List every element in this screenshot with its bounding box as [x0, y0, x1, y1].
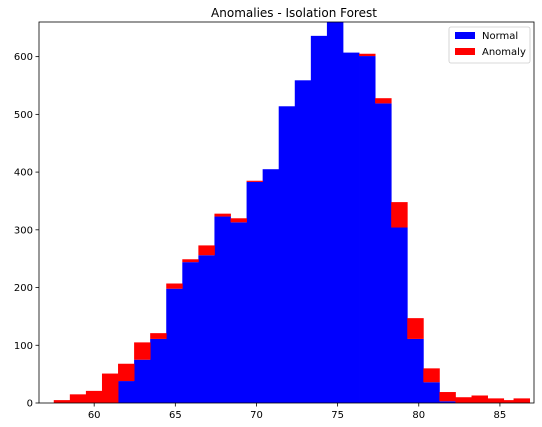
y-tick-label: 200	[14, 283, 33, 294]
bar-normal	[182, 262, 199, 403]
y-tick-label: 300	[14, 225, 33, 236]
x-tick-label: 70	[250, 410, 263, 421]
bar-anomaly	[134, 342, 151, 360]
x-tick-label: 65	[169, 410, 182, 421]
bar-anomaly	[230, 218, 247, 223]
x-tick-label: 80	[412, 410, 425, 421]
bar-normal	[342, 52, 360, 403]
bar-anomaly	[166, 283, 183, 289]
bar-anomaly	[85, 390, 103, 403]
bar-normal	[407, 338, 424, 403]
x-tick-label: 75	[331, 410, 344, 421]
bar-normal	[359, 56, 376, 404]
bar-normal	[423, 382, 440, 403]
y-tick-label: 400	[14, 168, 33, 179]
legend-label: Normal	[482, 31, 518, 42]
y-tick-label: 0	[27, 399, 33, 410]
bar-normal	[391, 227, 408, 403]
bars-group	[53, 22, 531, 404]
bar-anomaly	[69, 394, 87, 403]
x-axis: 60 65 70 75 80 85	[88, 403, 506, 421]
bar-anomaly	[246, 180, 264, 182]
bar-normal	[214, 216, 231, 403]
bar-normal	[246, 181, 264, 403]
bar-normal	[134, 359, 151, 403]
y-axis: 0 100 200 300 400 500 600	[14, 52, 39, 410]
bar-anomaly	[503, 400, 521, 403]
bar-normal	[262, 169, 280, 403]
bar-normal	[166, 288, 183, 403]
bar-normal	[294, 80, 312, 404]
bar-anomaly	[439, 392, 456, 402]
bar-anomaly	[214, 213, 231, 217]
bar-anomaly	[471, 395, 488, 403]
chart-title: Anomalies - Isolation Forest	[211, 6, 377, 20]
bar-normal	[230, 222, 247, 403]
bar-normal	[375, 103, 392, 404]
bar-anomaly	[391, 202, 408, 228]
x-tick-label: 60	[88, 410, 101, 421]
bar-anomaly	[182, 259, 199, 263]
bar-anomaly	[118, 363, 135, 382]
bar-anomaly	[487, 398, 505, 403]
bar-normal	[150, 338, 167, 403]
bar-normal	[326, 22, 344, 403]
bar-anomaly	[150, 333, 167, 339]
bar-anomaly	[455, 397, 472, 403]
bar-anomaly	[375, 98, 392, 104]
bar-normal	[278, 106, 296, 404]
bar-normal	[439, 401, 456, 403]
bar-anomaly	[53, 400, 71, 403]
legend: Normal Anomaly	[448, 26, 531, 64]
bar-normal	[198, 255, 215, 403]
bar-anomaly	[198, 245, 215, 256]
x-tick-label: 85	[494, 410, 507, 421]
y-tick-label: 600	[14, 52, 33, 63]
y-tick-label: 500	[14, 110, 33, 121]
bar-anomaly	[513, 398, 531, 403]
axes-frame	[38, 21, 535, 404]
bar-normal	[118, 381, 135, 403]
bar-anomaly	[423, 368, 440, 383]
bar-anomaly	[101, 373, 119, 403]
bar-anomaly	[359, 53, 376, 57]
legend-swatch	[455, 48, 475, 55]
y-tick-label: 100	[14, 341, 33, 352]
legend-swatch	[455, 32, 475, 39]
bar-anomaly	[407, 318, 424, 339]
bar-normal	[310, 35, 328, 403]
legend-label: Anomaly	[482, 47, 526, 58]
